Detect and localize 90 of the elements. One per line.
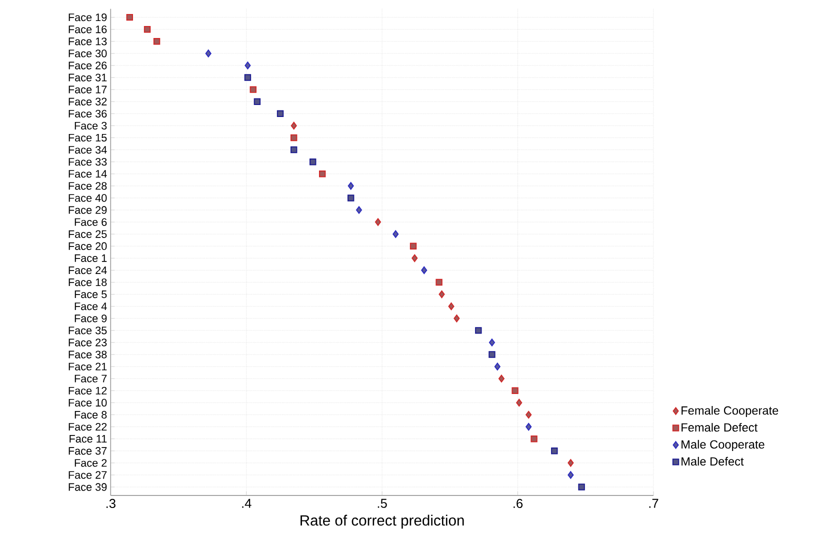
y-tick-label: Face 28 (68, 182, 107, 190)
point (410, 242, 417, 250)
y-tick-label: Face 23 (68, 338, 107, 346)
x-axis-title: Rate of correct prediction (300, 514, 464, 529)
y-tick-label: Face 37 (68, 447, 107, 455)
y-tick-label: Face 6 (74, 218, 107, 226)
y-tick-label: Face 18 (68, 278, 107, 286)
point (153, 38, 160, 45)
y-tick-label: Face 4 (74, 302, 107, 310)
point (290, 134, 298, 142)
x-tick-label: .3 (106, 499, 116, 508)
x-tick-label: .7 (649, 499, 658, 508)
point (319, 170, 326, 178)
y-tick-label: Face 32 (68, 98, 107, 106)
point (448, 302, 454, 310)
point (530, 436, 538, 442)
point (310, 158, 316, 166)
y-tick-label: Face 20 (68, 242, 107, 250)
y-tick-label: Face 17 (68, 86, 107, 94)
point (526, 423, 532, 431)
y-tick-label: Face 40 (68, 194, 107, 202)
y-tick-label: Face 14 (68, 170, 107, 178)
y-tick-label: Face 27 (68, 471, 107, 479)
point (126, 14, 134, 21)
y-tick-label: Face 35 (68, 326, 107, 334)
point (526, 411, 532, 419)
y-tick-label: Face 31 (68, 74, 107, 82)
x-tick-label: .6 (514, 499, 523, 508)
y-tick-label: Face 38 (68, 350, 107, 359)
point (348, 182, 354, 190)
point (498, 374, 504, 383)
y-tick-label: Face 36 (68, 110, 107, 118)
y-tick-label: Face 39 (68, 483, 107, 492)
point (421, 266, 428, 274)
point (392, 230, 399, 238)
point (276, 110, 284, 118)
y-tick-label: Face 5 (74, 290, 107, 298)
point (374, 218, 382, 226)
point (578, 484, 585, 491)
point (205, 50, 212, 58)
y-tick-label: Face 8 (74, 411, 107, 419)
y-tick-label: Face 15 (68, 134, 107, 142)
y-tick-label: Face 7 (74, 374, 107, 383)
y-tick-label: Face 22 (68, 423, 107, 431)
point (356, 206, 362, 214)
y-tick-label: Face 25 (68, 230, 107, 238)
y-tick-label: Face 2 (74, 459, 107, 467)
point (412, 254, 418, 262)
legend-label: Female Defect (682, 423, 758, 432)
point (494, 362, 500, 371)
point (347, 194, 354, 202)
y-tick-label: Face 26 (68, 62, 107, 70)
y-tick-label: Face 29 (68, 206, 107, 214)
point (488, 338, 495, 346)
y-tick-label: Face 30 (68, 50, 107, 58)
y-tick-label: Face 33 (68, 158, 107, 166)
point (438, 290, 445, 298)
y-tick-label: Face 13 (68, 38, 107, 46)
point (488, 351, 496, 358)
point (144, 26, 151, 33)
point (568, 471, 574, 479)
point (290, 146, 298, 154)
point (244, 62, 251, 70)
legend-label: Female Cooperate (682, 406, 778, 418)
point (254, 98, 261, 106)
y-tick-label: Face 34 (68, 146, 107, 154)
y-tick-label: Face 16 (68, 26, 107, 34)
x-tick-label: .4 (242, 499, 252, 508)
legend-label: Male Defect (682, 457, 744, 466)
point (516, 399, 522, 407)
point (454, 314, 460, 322)
point (436, 279, 442, 286)
point (290, 122, 297, 130)
y-tick-label: Face 12 (68, 386, 107, 395)
legend-label: Male Cooperate (682, 440, 764, 452)
point (568, 459, 574, 467)
point (512, 387, 518, 394)
y-tick-label: Face 3 (74, 122, 107, 130)
y-tick-label: Face 1 (74, 254, 107, 262)
y-tick-label: Face 11 (70, 435, 107, 443)
point (250, 86, 257, 94)
point (244, 74, 252, 82)
y-tick-label: Face 24 (68, 266, 107, 274)
y-tick-label: Face 10 (68, 399, 107, 407)
y-tick-label: Face 9 (74, 314, 107, 322)
y-tick-label: Face 21 (68, 362, 107, 371)
y-tick-label: Face 19 (68, 14, 107, 22)
point (475, 327, 482, 334)
x-tick-label: .5 (378, 499, 387, 508)
point (551, 448, 558, 454)
